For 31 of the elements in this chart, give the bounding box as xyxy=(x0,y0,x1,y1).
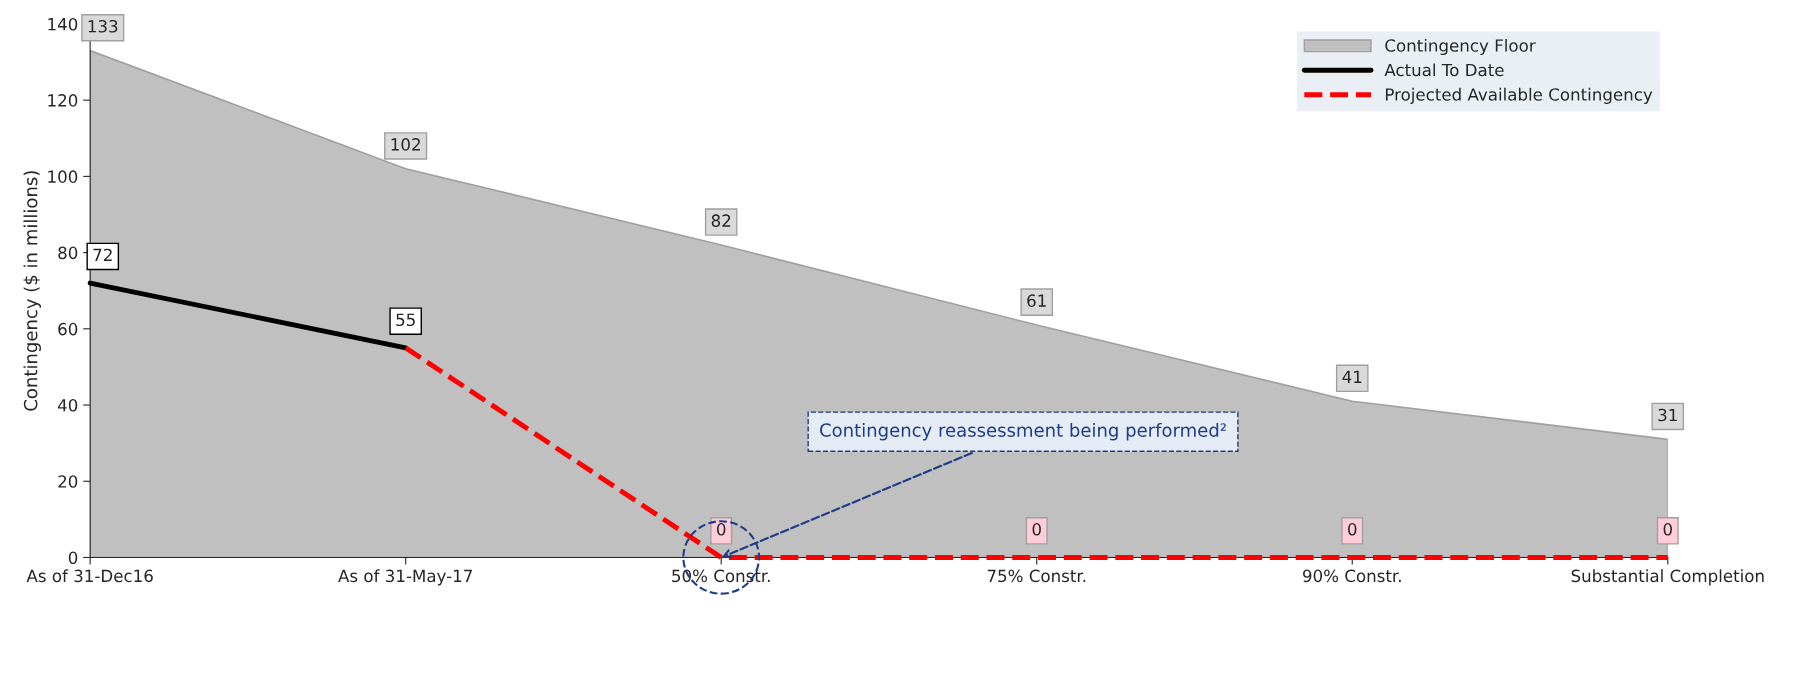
y-tick-label: 40 xyxy=(57,398,78,412)
y-tick-label: 100 xyxy=(48,170,78,183)
data-label: 82 xyxy=(711,214,731,227)
y-tick-label: 80 xyxy=(58,246,78,260)
x-tick-label: 75% Constr. xyxy=(987,569,1086,583)
data-label: 0 xyxy=(717,523,726,536)
data-label: 31 xyxy=(1658,408,1677,422)
x-tick-label: As of 31-Dec16 xyxy=(26,569,153,583)
y-tick-label: 140 xyxy=(48,17,78,31)
y-tick-label: 60 xyxy=(58,322,78,336)
x-tick-label: Substantial Completion xyxy=(1571,569,1764,586)
data-label: 102 xyxy=(391,138,420,151)
data-label: 55 xyxy=(396,313,415,327)
data-label: 61 xyxy=(1027,294,1046,307)
data-label: 0 xyxy=(1348,523,1357,536)
x-tick-label: 90% Constr. xyxy=(1303,569,1401,583)
annotation: Contingency reassessment being performed² xyxy=(820,422,1226,441)
y-tick-label: 0 xyxy=(68,551,78,565)
y-tick-label: 120 xyxy=(48,94,78,107)
data-label: 0 xyxy=(1032,523,1041,536)
y-axis-title: Contingency ($ in millions) xyxy=(23,171,41,411)
legend-label: Projected Available Contingency xyxy=(1385,87,1653,104)
legend-label: Actual To Date xyxy=(1384,63,1504,77)
data-label: 41 xyxy=(1342,370,1362,383)
data-label: 0 xyxy=(1663,523,1672,536)
y-tick-label: 20 xyxy=(58,475,78,488)
data-label: 133 xyxy=(88,19,118,33)
legend-label: Contingency Floor xyxy=(1385,38,1536,56)
x-tick-label: As of 31-May-17 xyxy=(338,569,472,586)
x-tick-label: 50% Constr. xyxy=(672,569,770,583)
data-label: 72 xyxy=(93,248,112,261)
